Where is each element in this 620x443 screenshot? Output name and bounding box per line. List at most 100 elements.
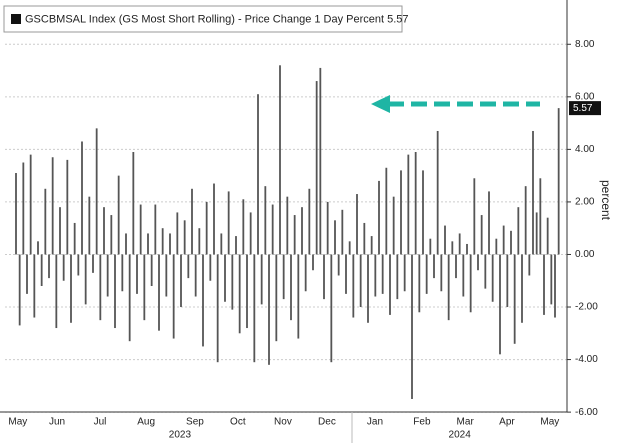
legend: GSCBMSAL Index (GS Most Short Rolling) -… [3, 5, 409, 33]
bar [224, 254, 226, 302]
bar [301, 207, 303, 255]
y-tick-label: 4.00 [575, 144, 595, 155]
bar [502, 225, 505, 255]
bar [345, 254, 347, 294]
bar [341, 209, 344, 255]
bar [242, 199, 245, 255]
bar [400, 170, 402, 255]
value-label: 5.57 [573, 103, 593, 114]
bar [275, 254, 278, 342]
bar [290, 254, 292, 321]
bar [436, 130, 439, 255]
x-tick-label: May [8, 417, 27, 428]
bar [312, 254, 314, 271]
bar [158, 254, 160, 331]
bar [33, 254, 36, 318]
bar [62, 254, 65, 281]
bar [103, 207, 105, 255]
bar [510, 230, 512, 255]
bar [209, 254, 212, 281]
x-tick-label: Dec [318, 417, 336, 428]
year-label: 2023 [169, 430, 192, 441]
bar [260, 254, 263, 305]
x-tick-label: Jan [367, 417, 383, 428]
bar [425, 254, 428, 294]
bar [238, 254, 241, 334]
bar [462, 254, 465, 297]
bar [334, 220, 336, 255]
bar [15, 173, 17, 255]
bar [484, 254, 487, 289]
bar [154, 204, 157, 255]
x-tick-label: Feb [413, 417, 431, 428]
y-axis-label: percent [599, 180, 613, 221]
bar [491, 254, 494, 302]
bar [194, 254, 197, 297]
value-label-box [569, 101, 601, 116]
bar [227, 191, 230, 255]
bar [22, 162, 25, 255]
bar [88, 196, 91, 255]
bar [367, 254, 369, 323]
bar [106, 254, 109, 297]
bar [550, 254, 553, 305]
bar [392, 196, 395, 255]
bar [308, 188, 311, 255]
bar [447, 254, 450, 321]
bar [202, 254, 204, 347]
bars [15, 65, 560, 399]
y-tick-label: -6.00 [575, 407, 598, 418]
bar [499, 254, 501, 355]
bar [29, 154, 32, 255]
bar [396, 254, 399, 300]
bar [458, 233, 461, 255]
bar [279, 65, 281, 255]
bar [418, 254, 421, 313]
legend-swatch [11, 14, 21, 24]
bar [330, 254, 333, 363]
x-tick-label: Apr [499, 417, 515, 428]
y-tick-label: 2.00 [575, 197, 595, 208]
bar [26, 254, 28, 294]
bar [125, 233, 127, 255]
bar [513, 254, 516, 344]
bar [517, 207, 520, 255]
bar [110, 215, 113, 255]
bar [99, 254, 102, 321]
bar [466, 243, 468, 255]
bar [546, 217, 549, 255]
bar [440, 254, 443, 292]
bar [337, 254, 340, 276]
bar [268, 254, 270, 365]
bar [352, 254, 355, 318]
bar [319, 67, 322, 255]
bar [161, 228, 164, 255]
bar [477, 254, 479, 271]
y-tick-label: 6.00 [575, 91, 595, 102]
bar [40, 254, 43, 286]
year-label: 2024 [449, 430, 472, 441]
bar [205, 201, 208, 255]
bar [495, 238, 498, 255]
bar [469, 254, 472, 313]
bar [165, 254, 168, 297]
y-tick-label: 0.00 [575, 249, 595, 260]
bar [293, 215, 296, 255]
bar [95, 128, 98, 255]
bar [231, 254, 234, 310]
bar [235, 236, 237, 255]
x-tick-label: Jun [49, 417, 65, 428]
bar [180, 254, 182, 308]
bar [407, 154, 410, 255]
bar [455, 254, 457, 279]
bar [257, 94, 259, 255]
bar [77, 254, 80, 276]
bar [216, 254, 219, 363]
bar [183, 220, 186, 255]
legend-label: GSCBMSAL Index (GS Most Short Rolling) -… [25, 13, 409, 25]
bar [121, 254, 124, 292]
bar [150, 254, 153, 286]
legend-box [3, 5, 403, 33]
bar [139, 204, 142, 255]
